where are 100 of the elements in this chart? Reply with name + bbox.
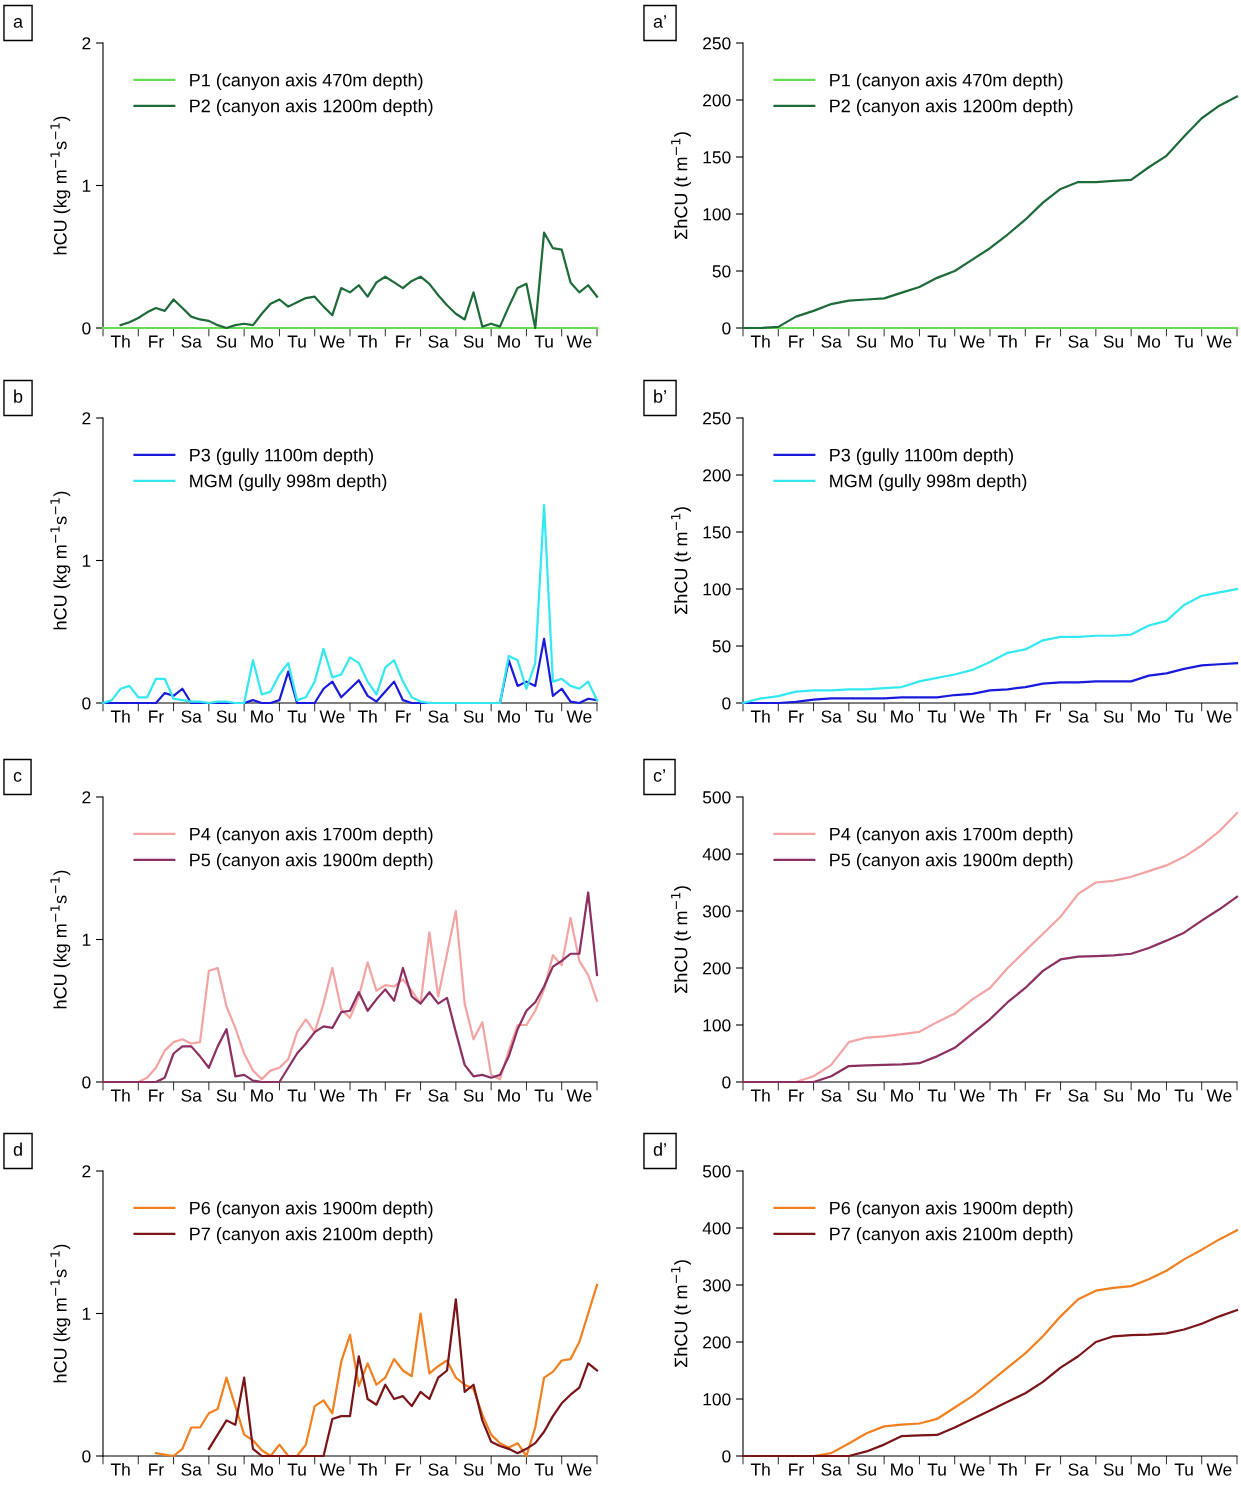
x-tick-label: Fr bbox=[1036, 710, 1051, 723]
x-tick-label: Su bbox=[463, 335, 483, 348]
x-tick-label: Fr bbox=[789, 1089, 804, 1102]
x-tick-label: Sa bbox=[428, 710, 449, 723]
x-tick-label: We bbox=[959, 710, 985, 723]
x-tick-label: Th bbox=[357, 1088, 377, 1102]
y-tick-label: 300 bbox=[702, 905, 731, 918]
x-tick-label: Su bbox=[856, 710, 876, 723]
legend-label: P6 (canyon axis 1900m depth) bbox=[190, 1201, 433, 1219]
x-tick-label: Th bbox=[750, 709, 770, 723]
x-tick-label: We bbox=[319, 710, 345, 723]
x-tick-label: Tu bbox=[1174, 1089, 1193, 1102]
text: b bbox=[14, 389, 23, 403]
x-tick-label: Tu bbox=[534, 710, 553, 723]
legend-label: P5 (canyon axis 1900m depth) bbox=[190, 853, 433, 870]
x-tick-label: Fr bbox=[789, 335, 804, 348]
x-tick-label: Th bbox=[357, 709, 377, 723]
y-tick-label: 1 bbox=[82, 554, 91, 567]
x-tick-label: Fr bbox=[149, 1089, 164, 1102]
x-tick-label: Mo bbox=[498, 335, 521, 348]
y-tick-label: 250 bbox=[703, 37, 731, 50]
x-tick-label: Sa bbox=[821, 1463, 842, 1476]
text: c bbox=[13, 771, 22, 782]
x-tick-label: We bbox=[319, 1463, 345, 1476]
x-tick-label: Sa bbox=[181, 1463, 202, 1476]
legend-label: P3 (gully 1100m depth) bbox=[830, 448, 1013, 466]
y-axis-title: ΣhCU (t m$^{−1}$) bbox=[671, 507, 691, 614]
x-tick-label: Su bbox=[1103, 710, 1123, 723]
y-tick-label: 400 bbox=[702, 1222, 731, 1235]
y-tick-label: 2 bbox=[82, 791, 91, 804]
x-tick-label: We bbox=[566, 1089, 592, 1102]
x-tick-label: Fr bbox=[149, 710, 164, 723]
x-tick-label: Tu bbox=[1174, 335, 1193, 348]
x-tick-label: Sa bbox=[181, 335, 202, 348]
y-tick-label: 0 bbox=[722, 1076, 731, 1089]
y-axis-title: ΣhCU (t m$^{−1}$) bbox=[671, 886, 691, 993]
x-tick-label: Tu bbox=[534, 1463, 553, 1476]
y-tick-label: 100 bbox=[703, 208, 731, 221]
x-tick-label: Th bbox=[997, 1462, 1017, 1476]
y-axis-title: hCU (kg m$^{−1}$s$^{−1}$) bbox=[50, 870, 71, 1009]
x-tick-label: Su bbox=[216, 1089, 236, 1102]
x-tick-label: Su bbox=[856, 335, 876, 348]
x-tick-label: Sa bbox=[428, 335, 449, 348]
y-tick-label: 0 bbox=[722, 1450, 731, 1463]
legend-label: P2 (canyon axis 1200m depth) bbox=[190, 99, 433, 116]
y-tick-label: 1 bbox=[82, 179, 91, 192]
y-tick-label: 100 bbox=[703, 1019, 731, 1032]
x-tick-label: Th bbox=[110, 1088, 130, 1102]
x-tick-label: Su bbox=[216, 1463, 236, 1476]
x-tick-label: Tu bbox=[927, 335, 946, 348]
line-series bbox=[741, 95, 1239, 330]
x-tick-label: Mo bbox=[251, 710, 274, 723]
x-tick-label: Fr bbox=[1036, 1463, 1051, 1476]
x-tick-label: Su bbox=[1103, 1089, 1123, 1102]
x-tick-label: Su bbox=[1103, 1463, 1123, 1476]
line-series bbox=[154, 1283, 599, 1458]
x-tick-label: Su bbox=[463, 1089, 483, 1102]
x-tick-label: Sa bbox=[1068, 1089, 1089, 1102]
legend-label: P7 (canyon axis 2100m depth) bbox=[190, 1227, 433, 1244]
x-tick-label: Th bbox=[750, 1088, 770, 1102]
x-tick-label: We bbox=[319, 335, 345, 348]
x-tick-label: Th bbox=[750, 334, 770, 348]
y-tick-label: 0 bbox=[722, 697, 731, 710]
x-tick-label: Mo bbox=[498, 710, 521, 723]
x-tick-label: Mo bbox=[891, 710, 914, 723]
y-tick-label: 500 bbox=[702, 1165, 731, 1178]
x-tick-label: Mo bbox=[498, 1089, 521, 1102]
x-tick-label: We bbox=[566, 335, 592, 348]
x-tick-label: We bbox=[566, 1463, 592, 1476]
x-tick-label: Th bbox=[357, 334, 377, 348]
y-tick-label: 1 bbox=[82, 1307, 91, 1320]
x-tick-label: Tu bbox=[287, 335, 306, 348]
x-tick-label: Mo bbox=[891, 335, 914, 348]
y-tick-label: 0 bbox=[82, 1450, 91, 1463]
y-tick-label: 2 bbox=[82, 37, 91, 50]
x-tick-label: Sa bbox=[428, 1463, 449, 1476]
legend-label: P2 (canyon axis 1200m depth) bbox=[830, 99, 1073, 116]
x-tick-label: Mo bbox=[1138, 710, 1161, 723]
x-tick-label: Fr bbox=[789, 710, 804, 723]
x-tick-label: Sa bbox=[821, 335, 842, 348]
x-tick-label: Mo bbox=[1138, 1463, 1161, 1476]
x-tick-label: We bbox=[959, 1463, 985, 1476]
x-tick-label: We bbox=[1206, 1089, 1232, 1102]
x-tick-label: Sa bbox=[181, 1089, 202, 1102]
legend-label: MGM (gully 998m depth) bbox=[190, 474, 387, 491]
y-tick-label: 500 bbox=[702, 791, 731, 804]
x-tick-label: Tu bbox=[927, 710, 946, 723]
legend-label: P5 (canyon axis 1900m depth) bbox=[830, 853, 1073, 870]
legend-label: P1 (canyon axis 470m depth) bbox=[190, 73, 423, 91]
text: d bbox=[13, 1142, 22, 1156]
x-tick-label: Fr bbox=[396, 335, 411, 348]
x-tick-label: We bbox=[959, 1089, 985, 1102]
x-tick-label: Tu bbox=[534, 335, 553, 348]
x-tick-label: Th bbox=[110, 334, 130, 348]
x-tick-label: Th bbox=[997, 334, 1017, 348]
x-tick-label: Th bbox=[997, 709, 1017, 723]
x-tick-label: Th bbox=[997, 1088, 1017, 1102]
x-tick-label: We bbox=[1206, 710, 1232, 723]
x-tick-label: Tu bbox=[287, 1089, 306, 1102]
line-series bbox=[207, 1298, 599, 1458]
